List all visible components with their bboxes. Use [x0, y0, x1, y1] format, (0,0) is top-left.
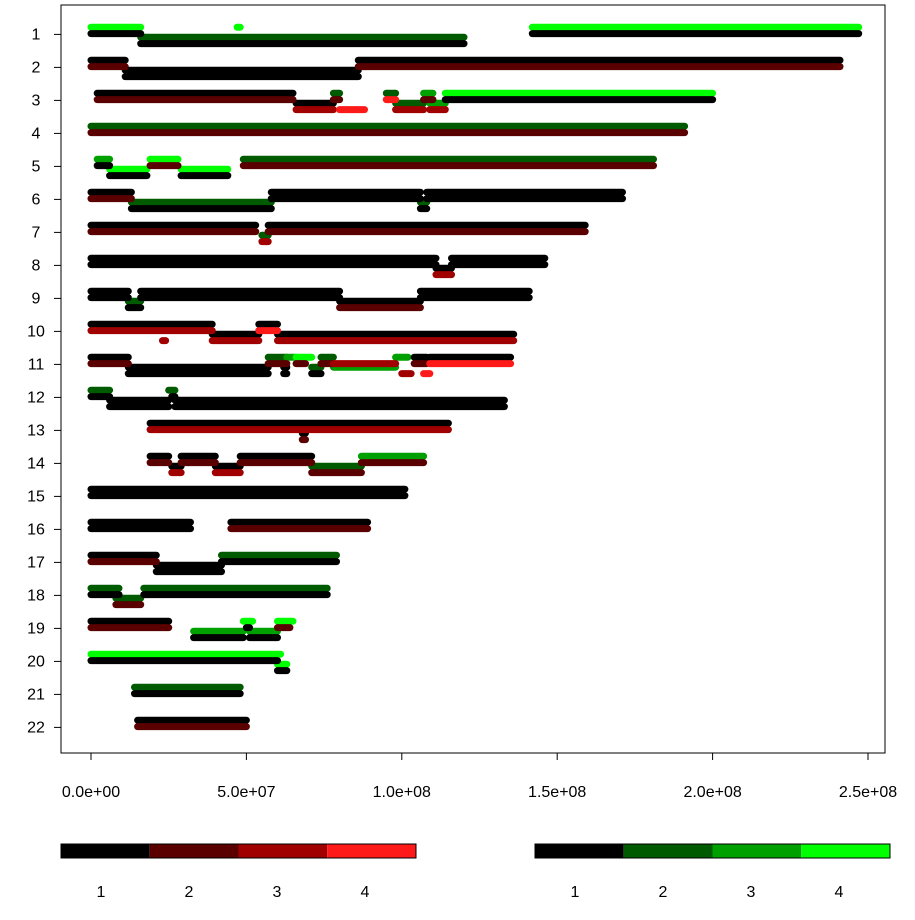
- y-tick-label: 15: [27, 488, 45, 505]
- red-legend-frame: [60, 843, 417, 859]
- x-tick-label: 1.0e+08: [373, 784, 431, 801]
- x-tick-label: 2.5e+08: [839, 784, 897, 801]
- y-tick-label: 16: [27, 521, 45, 538]
- red-legend-swatch: [327, 844, 416, 858]
- green-legend-label: 2: [659, 884, 668, 901]
- green-legend-swatch: [801, 844, 890, 858]
- x-tick-label: 0.0e+00: [62, 784, 120, 801]
- red-legend-label: 3: [273, 884, 282, 901]
- y-tick-label: 12: [27, 389, 45, 406]
- y-tick-label: 5: [32, 158, 41, 175]
- y-tick-label: 13: [27, 422, 45, 439]
- y-tick-label: 11: [28, 356, 45, 373]
- red-legend-swatch: [149, 844, 239, 858]
- y-tick-label: 20: [27, 653, 45, 670]
- x-tick-label: 2.0e+08: [683, 784, 741, 801]
- y-tick-label: 1: [32, 26, 41, 43]
- y-tick-label: 19: [27, 620, 45, 637]
- red-legend-swatch: [61, 844, 150, 858]
- y-tick-label: 2: [32, 59, 41, 76]
- plot-area: [87, 23, 863, 731]
- x-tick-label: 5.0e+07: [217, 784, 275, 801]
- green-legend-label: 3: [747, 884, 756, 901]
- y-tick-label: 22: [27, 719, 45, 736]
- green-legend: 1 2 3 4: [534, 843, 891, 901]
- y-tick-label: 21: [27, 686, 45, 703]
- green-legend-swatch: [712, 844, 802, 858]
- red-legend-label: 1: [97, 884, 106, 901]
- red-legend-label: 4: [361, 884, 370, 901]
- y-tick-label: 18: [27, 587, 45, 604]
- green-legend-label: 1: [571, 884, 580, 901]
- green-legend-frame: [534, 843, 891, 859]
- x-axis: 0.0e+00 5.0e+07 1.0e+08 1.5e+08 2.0e+08 2.5e+…: [62, 752, 897, 801]
- x-tick-label: 1.5e+08: [528, 784, 586, 801]
- y-tick-label: 4: [32, 125, 41, 142]
- red-legend-label: 2: [185, 884, 194, 901]
- y-tick-label: 9: [32, 290, 41, 307]
- red-legend-swatch: [238, 844, 328, 858]
- y-tick-label: 10: [27, 323, 45, 340]
- green-legend-label: 4: [835, 884, 844, 901]
- y-tick-label: 14: [27, 455, 45, 472]
- y-tick-label: 8: [32, 257, 41, 274]
- y-tick-label: 7: [32, 224, 41, 241]
- y-tick-label: 3: [32, 92, 41, 109]
- legends: 1 2 3 4 1 2 3 4: [60, 843, 891, 901]
- green-legend-swatch: [623, 844, 713, 858]
- green-legend-swatch: [535, 844, 624, 858]
- y-tick-label: 6: [32, 191, 41, 208]
- y-tick-label: 17: [27, 554, 45, 571]
- red-legend: 1 2 3 4: [60, 843, 417, 901]
